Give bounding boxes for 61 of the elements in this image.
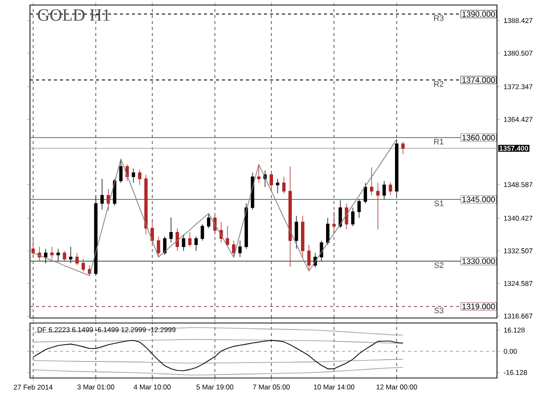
candlestick [50, 246, 54, 260]
candlestick [194, 236, 198, 252]
ref-line-label: 1345.000 [462, 196, 495, 202]
candlestick [344, 203, 348, 230]
candlestick [351, 207, 355, 226]
ref-line-label: 1390.000 [462, 11, 495, 17]
candlestick [244, 203, 248, 250]
candlestick [163, 236, 166, 256]
candlestick [294, 216, 298, 250]
candlestick [200, 224, 204, 241]
candlestick [382, 180, 386, 200]
ref-line-label: 1330.000 [462, 258, 495, 264]
candlestick [150, 222, 154, 245]
candlestick [132, 168, 136, 184]
candlestick [44, 248, 48, 264]
candlestick [119, 158, 123, 184]
annotation: S3 [434, 308, 444, 314]
candlestick [226, 226, 230, 248]
annotation: S2 [434, 262, 444, 268]
candlestick [169, 217, 173, 243]
chart-title: GOLD H1 [38, 9, 110, 21]
candlestick [326, 218, 330, 245]
annotation: R1 [434, 138, 444, 144]
candlestick [238, 240, 242, 258]
candlestick [75, 252, 79, 266]
candlestick [307, 244, 311, 272]
candlestick [270, 170, 274, 190]
ref-line-label: 1360.000 [462, 134, 495, 140]
candlestick [94, 194, 98, 276]
annotation: R2 [434, 81, 444, 87]
candlestick [56, 248, 60, 262]
candlestick [288, 166, 292, 268]
candlestick [376, 182, 380, 230]
candlestick [31, 237, 35, 258]
candlestick [69, 246, 72, 264]
candlestick [188, 232, 192, 248]
candlestick [401, 141, 405, 154]
candlestick [257, 164, 260, 184]
candlestick [62, 250, 66, 262]
candlestick [176, 228, 179, 252]
candlestick [276, 178, 280, 194]
annotation: R3 [434, 15, 444, 21]
candlestick [301, 216, 304, 258]
candlestick [338, 200, 342, 229]
candlestick [82, 258, 85, 272]
candlestick [357, 199, 361, 218]
candlestick [182, 234, 186, 252]
candlestick [370, 166, 374, 196]
ref-line-label: 1374.000 [462, 77, 495, 83]
candlestick [282, 176, 286, 194]
candlestick [232, 240, 236, 258]
candlestick [100, 178, 104, 210]
ref-line-label: 1319.000 [462, 304, 495, 310]
candlestick [388, 182, 392, 196]
candlestick [156, 236, 160, 258]
candlestick [332, 211, 336, 233]
candlestick [206, 213, 210, 229]
candlestick [112, 178, 116, 206]
candlestick [364, 182, 368, 204]
annotation: S1 [434, 200, 444, 206]
candlestick [138, 169, 142, 186]
